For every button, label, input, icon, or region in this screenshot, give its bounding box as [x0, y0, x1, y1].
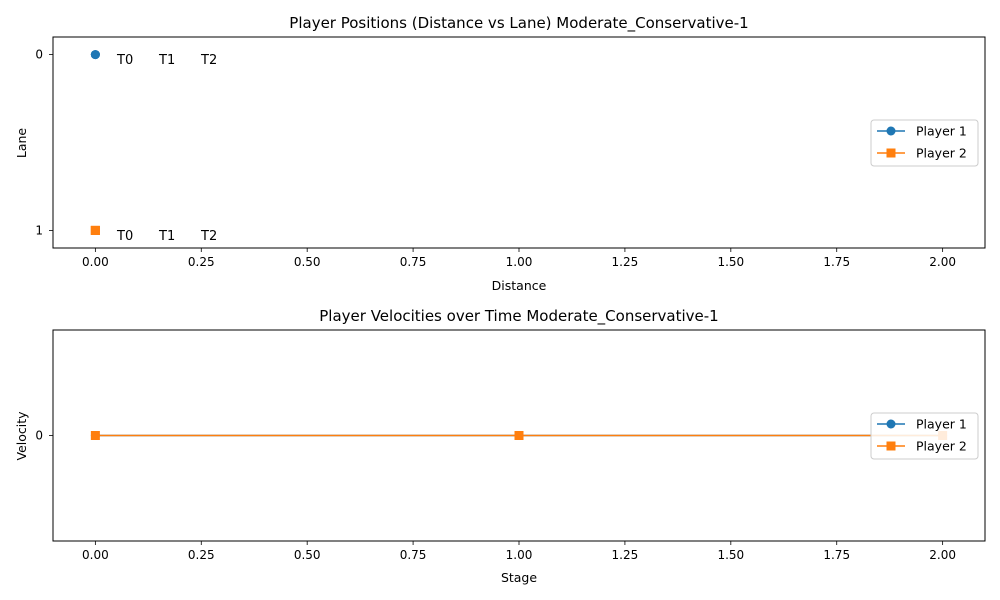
y-axis-label: Lane	[14, 128, 29, 159]
x-tick-label: 0.50	[294, 255, 321, 269]
x-tick-label: 2.00	[929, 255, 956, 269]
x-tick-label: 0.75	[400, 255, 427, 269]
data-marks	[90, 50, 100, 235]
x-tick-label: 0.00	[82, 255, 109, 269]
y-axis-ticks: 0	[35, 429, 53, 443]
x-tick-label: 1.25	[612, 255, 639, 269]
x-tick-label: 1.25	[612, 548, 639, 562]
data-point-player2	[90, 225, 100, 235]
x-tick-label: 0.25	[188, 548, 215, 562]
data-point-player1	[90, 50, 100, 60]
x-axis-ticks: 0.00 0.25 0.50 0.75 1.00 1.25 1.50 1.75 2.00	[82, 248, 956, 269]
positions-chart: Player Positions (Distance vs Lane) Mode…	[14, 14, 986, 293]
y-tick-label: 0	[35, 48, 43, 62]
legend-marker-player2	[886, 441, 896, 451]
y-tick-label: 0	[35, 429, 43, 443]
data-point-player2	[90, 431, 100, 440]
y-axis-label: Velocity	[14, 411, 29, 461]
point-annotations: T0 T1 T2 T0 T1 T2	[116, 53, 217, 244]
annotation-t2-player2: T2	[200, 229, 217, 244]
x-axis-label: Stage	[501, 570, 537, 585]
chart-title: Player Velocities over Time Moderate_Con…	[319, 307, 718, 326]
y-axis-ticks: 01	[35, 48, 53, 237]
legend-label-player2: Player 2	[916, 146, 967, 161]
x-tick-label: 2.00	[929, 548, 956, 562]
data-point-player2	[514, 431, 524, 440]
legend-label-player1: Player 1	[916, 124, 967, 139]
annotation-t1-player1: T1	[158, 53, 175, 68]
x-tick-label: 1.75	[823, 548, 850, 562]
legend-marker-player1	[886, 419, 896, 429]
x-tick-label: 1.00	[506, 255, 533, 269]
x-tick-label: 1.00	[506, 548, 533, 562]
legend-marker-player1	[886, 126, 896, 136]
plot-area: T0 T1 T2 T0 T1 T2	[90, 50, 217, 244]
annotation-t2-player1: T2	[200, 53, 217, 68]
legend: Player 1 Player 2	[870, 412, 979, 460]
x-tick-label: 0.00	[82, 548, 109, 562]
x-tick-label: 1.50	[717, 548, 744, 562]
legend-label-player1: Player 1	[916, 417, 967, 432]
annotation-t1-player2: T1	[158, 229, 175, 244]
legend-label-player2: Player 2	[916, 439, 967, 454]
x-tick-label: 0.50	[294, 548, 321, 562]
x-tick-label: 0.25	[188, 255, 215, 269]
x-axis-ticks: 0.00 0.25 0.50 0.75 1.00 1.25 1.50 1.75 2.00	[82, 541, 956, 562]
chart-title: Player Positions (Distance vs Lane) Mode…	[289, 14, 748, 33]
annotation-t0-player2: T0	[116, 229, 133, 244]
legend-marker-player2	[886, 148, 896, 158]
x-tick-label: 1.50	[717, 255, 744, 269]
annotation-t0-player1: T0	[116, 53, 133, 68]
x-axis-label: Distance	[492, 278, 547, 293]
y-tick-label: 1	[35, 223, 43, 237]
x-tick-label: 1.75	[823, 255, 850, 269]
x-tick-label: 0.75	[400, 548, 427, 562]
legend: Player 1 Player 2	[870, 119, 979, 167]
velocities-chart: Player Velocities over Time Moderate_Con…	[14, 307, 986, 585]
